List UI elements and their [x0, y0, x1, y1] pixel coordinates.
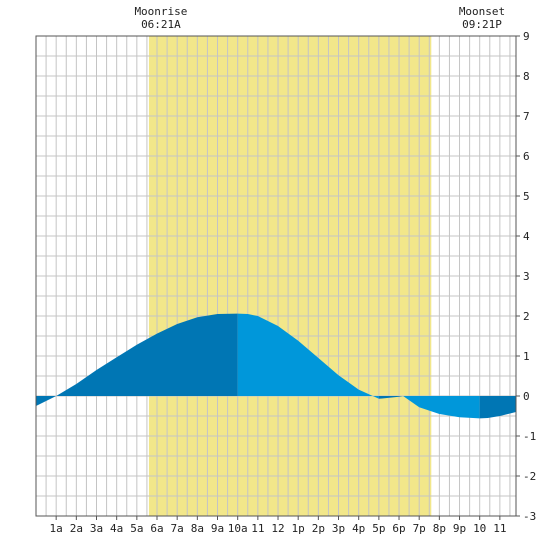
x-tick-label: 5p	[372, 522, 385, 535]
x-tick-label: 1a	[50, 522, 63, 535]
x-tick-label: 11	[251, 522, 264, 535]
x-tick-label: 1p	[292, 522, 305, 535]
y-tick-label: 7	[523, 110, 530, 123]
x-tick-label: 2a	[70, 522, 83, 535]
tide-area-rising	[36, 313, 238, 406]
x-tick-label: 6a	[150, 522, 163, 535]
tide-area-falling	[237, 313, 379, 399]
y-tick-label: 0	[523, 390, 530, 403]
x-tick-label: 2p	[312, 522, 325, 535]
y-tick-label: -3	[523, 510, 536, 523]
y-tick-label: 2	[523, 310, 530, 323]
x-tick-label: 3a	[90, 522, 103, 535]
moonrise-time: 06:21A	[141, 18, 181, 31]
x-tick-label: 10	[473, 522, 486, 535]
x-tick-label: 11	[493, 522, 506, 535]
tide-area-falling	[403, 396, 480, 419]
y-tick-label: 1	[523, 350, 530, 363]
x-tick-label: 8p	[433, 522, 446, 535]
moonrise-label: Moonrise	[134, 5, 187, 18]
tide-area-rising	[378, 396, 404, 399]
x-tick-label: 3p	[332, 522, 345, 535]
x-tick-label: 12	[271, 522, 284, 535]
y-tick-label: 3	[523, 270, 530, 283]
x-tick-label: 8a	[191, 522, 204, 535]
x-tick-label: 6p	[392, 522, 405, 535]
x-tick-label: 9p	[453, 522, 466, 535]
y-tick-label: 5	[523, 190, 530, 203]
tide-area-rising	[479, 396, 516, 419]
y-tick-label: -1	[523, 430, 536, 443]
x-tick-label: 4p	[352, 522, 365, 535]
y-tick-label: 9	[523, 30, 530, 43]
y-tick-label: -2	[523, 470, 536, 483]
x-tick-label: 7p	[413, 522, 426, 535]
x-tick-label: 7a	[171, 522, 184, 535]
y-tick-label: 8	[523, 70, 530, 83]
x-tick-label: 10a	[228, 522, 248, 535]
x-tick-label: 9a	[211, 522, 224, 535]
y-tick-label: 4	[523, 230, 530, 243]
moonset-label: Moonset	[459, 5, 505, 18]
x-tick-label: 4a	[110, 522, 123, 535]
moonset-time: 09:21P	[462, 18, 502, 31]
y-tick-label: 6	[523, 150, 530, 163]
x-tick-label: 5a	[130, 522, 143, 535]
